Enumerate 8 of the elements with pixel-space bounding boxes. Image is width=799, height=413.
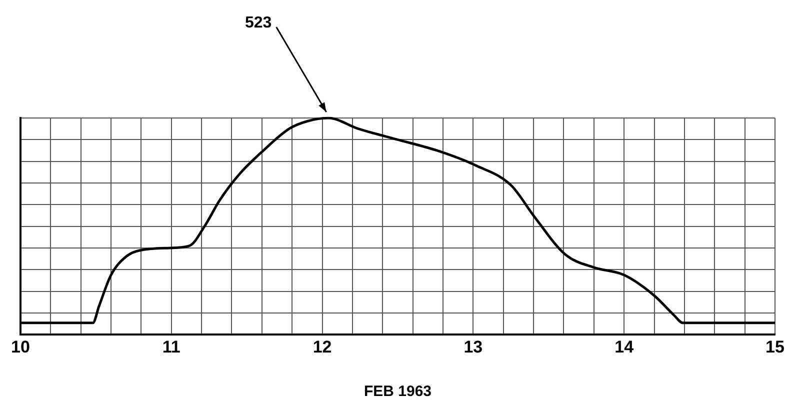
x-tick-label: 14 — [614, 337, 634, 356]
x-tick-label: 13 — [464, 337, 483, 356]
x-tick-label: 12 — [312, 337, 332, 356]
annotation: 523 — [244, 14, 272, 32]
x-tick-label: 10 — [10, 337, 30, 356]
x-axis-title: FEB 1963 — [364, 383, 432, 400]
x-tick-label: 15 — [766, 337, 784, 356]
x-tick-label: 11 — [162, 337, 180, 356]
